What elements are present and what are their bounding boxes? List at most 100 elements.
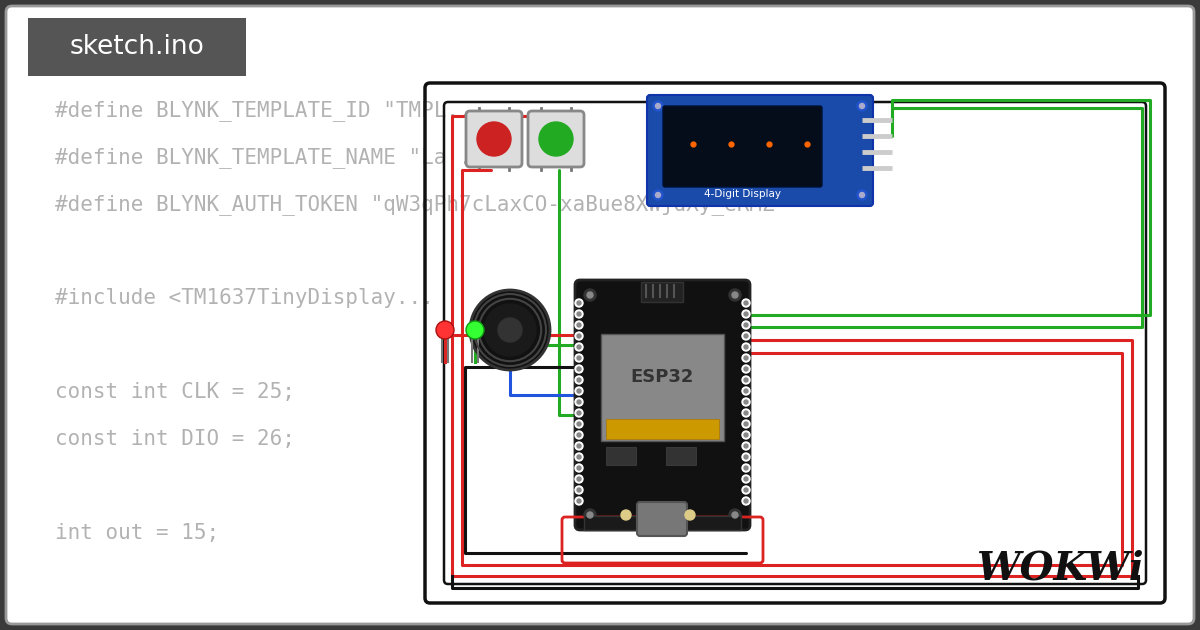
Circle shape [577, 367, 581, 371]
Circle shape [744, 422, 748, 426]
Circle shape [575, 343, 583, 351]
Circle shape [575, 398, 583, 406]
Circle shape [742, 464, 750, 472]
Circle shape [478, 122, 511, 156]
Circle shape [577, 444, 581, 448]
Circle shape [744, 433, 748, 437]
Circle shape [466, 321, 484, 339]
FancyBboxPatch shape [647, 95, 874, 206]
Circle shape [742, 420, 750, 428]
Circle shape [575, 464, 583, 472]
Circle shape [744, 466, 748, 470]
Circle shape [742, 442, 750, 450]
FancyBboxPatch shape [606, 447, 636, 465]
Circle shape [575, 376, 583, 384]
Circle shape [742, 398, 750, 406]
Circle shape [575, 332, 583, 340]
Text: #define BLYNK_AUTH_TOKEN "qW3qPh7cLaxCO-xaBue8XWjdXy_eRMZ': #define BLYNK_AUTH_TOKEN "qW3qPh7cLaxCO-… [55, 194, 787, 215]
FancyBboxPatch shape [666, 447, 696, 465]
Circle shape [622, 510, 631, 520]
Circle shape [575, 453, 583, 461]
Circle shape [577, 356, 581, 360]
Bar [28, 18, 246, 76]
Circle shape [744, 499, 748, 503]
Circle shape [577, 499, 581, 503]
Text: sketch.ino: sketch.ino [70, 34, 204, 60]
Circle shape [577, 389, 581, 393]
Circle shape [653, 190, 662, 200]
Circle shape [587, 512, 593, 518]
Circle shape [744, 400, 748, 404]
Circle shape [587, 292, 593, 298]
Circle shape [742, 475, 750, 483]
Circle shape [577, 334, 581, 338]
Circle shape [498, 318, 522, 342]
Circle shape [575, 420, 583, 428]
Circle shape [744, 444, 748, 448]
Text: #define BLYNK_TEMPLATE_ID "TMPL...: #define BLYNK_TEMPLATE_ID "TMPL... [55, 100, 485, 121]
Circle shape [577, 488, 581, 492]
Circle shape [575, 387, 583, 395]
Circle shape [577, 301, 581, 305]
Circle shape [577, 422, 581, 426]
Circle shape [857, 101, 866, 111]
Circle shape [744, 301, 748, 305]
Circle shape [744, 334, 748, 338]
Circle shape [484, 304, 536, 356]
Circle shape [744, 488, 748, 492]
Circle shape [857, 190, 866, 200]
Circle shape [744, 477, 748, 481]
Text: const int CLK = 25;: const int CLK = 25; [55, 382, 295, 402]
Circle shape [575, 365, 583, 373]
Circle shape [744, 312, 748, 316]
Circle shape [730, 509, 742, 521]
Circle shape [577, 455, 581, 459]
Circle shape [742, 387, 750, 395]
Circle shape [575, 299, 583, 307]
Circle shape [577, 466, 581, 470]
FancyBboxPatch shape [641, 282, 683, 302]
FancyBboxPatch shape [584, 516, 742, 530]
Circle shape [744, 367, 748, 371]
Circle shape [742, 321, 750, 329]
Circle shape [742, 376, 750, 384]
Circle shape [575, 354, 583, 362]
Text: #include <TM1637TinyDisplay...: #include <TM1637TinyDisplay... [55, 288, 433, 308]
Circle shape [732, 292, 738, 298]
Circle shape [744, 345, 748, 349]
Circle shape [742, 431, 750, 439]
Circle shape [744, 455, 748, 459]
FancyBboxPatch shape [606, 419, 719, 439]
Circle shape [577, 312, 581, 316]
Circle shape [653, 101, 662, 111]
Circle shape [744, 378, 748, 382]
Circle shape [744, 411, 748, 415]
Circle shape [575, 442, 583, 450]
FancyBboxPatch shape [662, 106, 822, 187]
Circle shape [575, 310, 583, 318]
Circle shape [584, 289, 596, 301]
Circle shape [742, 299, 750, 307]
Circle shape [577, 323, 581, 327]
Circle shape [436, 321, 454, 339]
Circle shape [685, 510, 695, 520]
Circle shape [575, 497, 583, 505]
Circle shape [859, 193, 864, 197]
Circle shape [655, 103, 660, 108]
Circle shape [470, 290, 550, 370]
FancyBboxPatch shape [528, 111, 584, 167]
Circle shape [859, 103, 864, 108]
Text: WOKWi: WOKWi [976, 549, 1144, 587]
FancyBboxPatch shape [601, 334, 724, 441]
Circle shape [742, 365, 750, 373]
Circle shape [732, 512, 738, 518]
FancyBboxPatch shape [466, 111, 522, 167]
Circle shape [577, 400, 581, 404]
FancyBboxPatch shape [637, 502, 686, 536]
Circle shape [539, 122, 574, 156]
Circle shape [577, 345, 581, 349]
Circle shape [742, 486, 750, 494]
Circle shape [742, 343, 750, 351]
Circle shape [575, 486, 583, 494]
Circle shape [575, 431, 583, 439]
